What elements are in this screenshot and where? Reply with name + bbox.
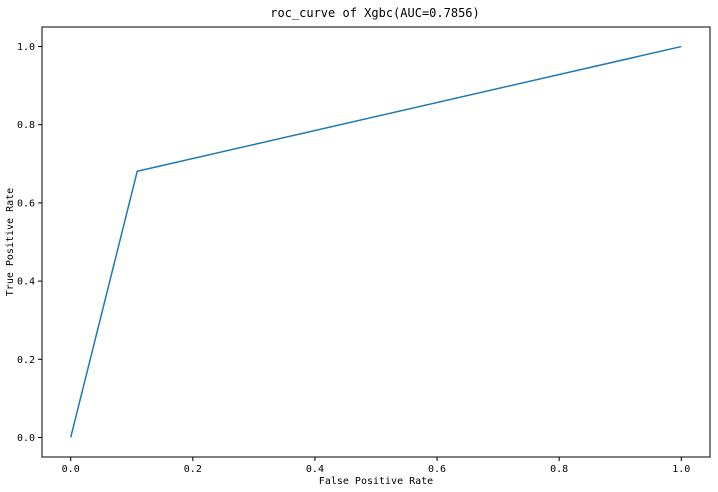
- y-tick-label: 0.4: [17, 277, 35, 288]
- y-tick-label: 1.0: [17, 42, 35, 53]
- y-tick-label: 0.0: [17, 433, 35, 444]
- x-axis-title: False Positive Rate: [319, 476, 433, 487]
- x-tick-label: 0.2: [184, 464, 202, 475]
- roc-curve-line: [69, 45, 682, 438]
- y-axis: 0.0 0.2 0.4 0.6 0.8 1.0: [17, 42, 42, 444]
- x-tick-label: 1.0: [672, 464, 690, 475]
- y-axis-title: True Positive Rate: [5, 188, 16, 296]
- plot-frame: [41, 26, 711, 458]
- chart-title: roc_curve of Xgbc(AUC=0.7856): [270, 6, 480, 20]
- y-tick-label: 0.8: [17, 120, 35, 131]
- x-tick-label: 0.6: [428, 464, 446, 475]
- x-tick-label: 0.0: [62, 464, 80, 475]
- y-tick-label: 0.6: [17, 198, 35, 209]
- y-tick-label: 0.2: [17, 355, 35, 366]
- x-axis: 0.0 0.2 0.4 0.6 0.8 1.0: [62, 457, 690, 475]
- x-tick-label: 0.4: [306, 464, 324, 475]
- x-tick-label: 0.8: [550, 464, 568, 475]
